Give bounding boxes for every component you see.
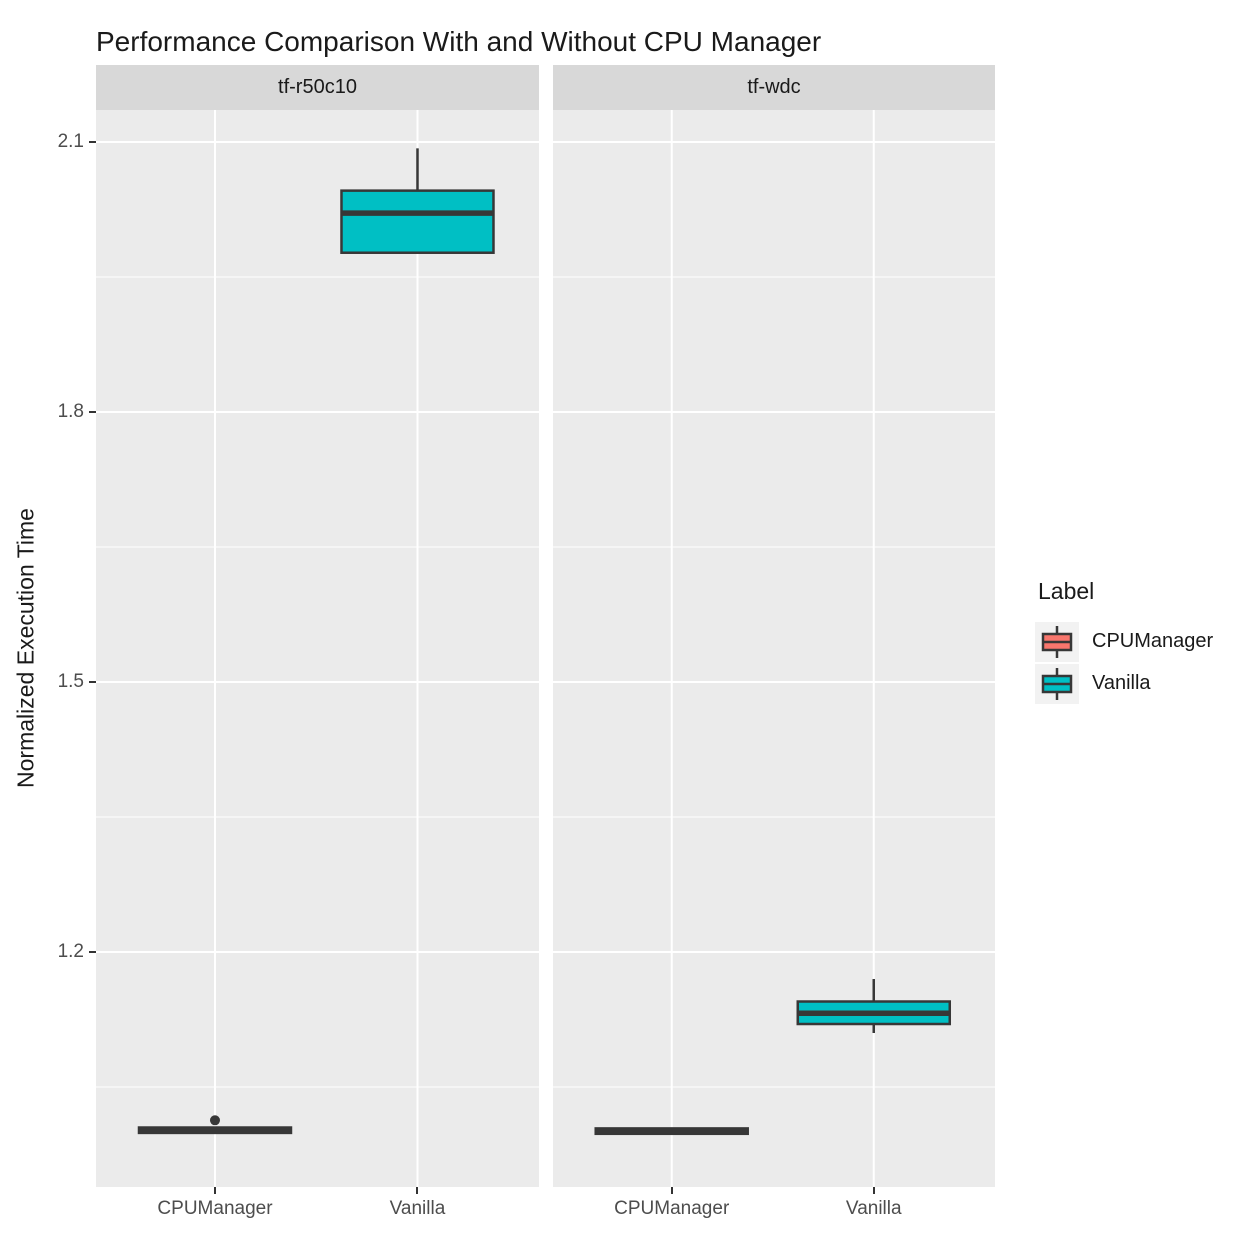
x-tick-mark <box>872 1187 875 1194</box>
boxplot-key-glyph <box>1041 625 1073 658</box>
facet-strip-tf-r50c10: tf-r50c10 <box>96 65 539 110</box>
facet-strip-tf-wdc: tf-wdc <box>553 65 995 110</box>
x-tick-label-vanilla: Vanilla <box>389 1198 446 1219</box>
x-tick-label-cpumanager: CPUManager <box>157 1198 273 1219</box>
box-vanilla <box>340 189 495 254</box>
legend-label: CPUManager <box>1092 630 1214 652</box>
y-tick-mark <box>89 951 96 954</box>
y-tick-label: 1.2 <box>57 941 84 963</box>
y-tick-label: 1.8 <box>57 401 84 423</box>
x-tick-mark <box>416 1187 419 1194</box>
x-tick-label-vanilla: Vanilla <box>845 1198 902 1219</box>
legend-item-vanilla: Vanilla <box>1035 663 1235 704</box>
x-tick-mark <box>670 1187 673 1194</box>
x-tick-mark <box>213 1187 216 1194</box>
y-tick-label: 2.1 <box>57 131 84 153</box>
chart-title: Performance Comparison With and Without … <box>96 26 822 57</box>
legend-items: CPUManager Vanilla <box>1035 621 1235 704</box>
y-tick-mark <box>89 681 96 684</box>
y-axis-title: Normalized Execution Time <box>12 508 39 788</box>
boxplot-key-glyph <box>1041 667 1073 700</box>
outlier-point <box>209 1115 220 1126</box>
y-tick-label: 1.5 <box>57 671 84 693</box>
legend-item-cpumanager: CPUManager <box>1035 621 1235 662</box>
legend-label: Vanilla <box>1092 672 1151 694</box>
legend: Label CPUManager Vanilla <box>1035 578 1235 705</box>
y-tick-mark <box>89 141 96 144</box>
facet-panel-tf-r50c10 <box>96 110 539 1187</box>
y-tick-mark <box>89 411 96 414</box>
facet-panel-tf-wdc <box>553 110 995 1187</box>
legend-title: Label <box>1038 578 1095 604</box>
panel-canvas <box>553 110 995 1187</box>
boxplot-key-icon <box>1035 621 1079 662</box>
boxplot-key-icon <box>1035 663 1079 704</box>
panel-canvas <box>96 110 539 1187</box>
x-tick-label-cpumanager: CPUManager <box>614 1198 730 1219</box>
